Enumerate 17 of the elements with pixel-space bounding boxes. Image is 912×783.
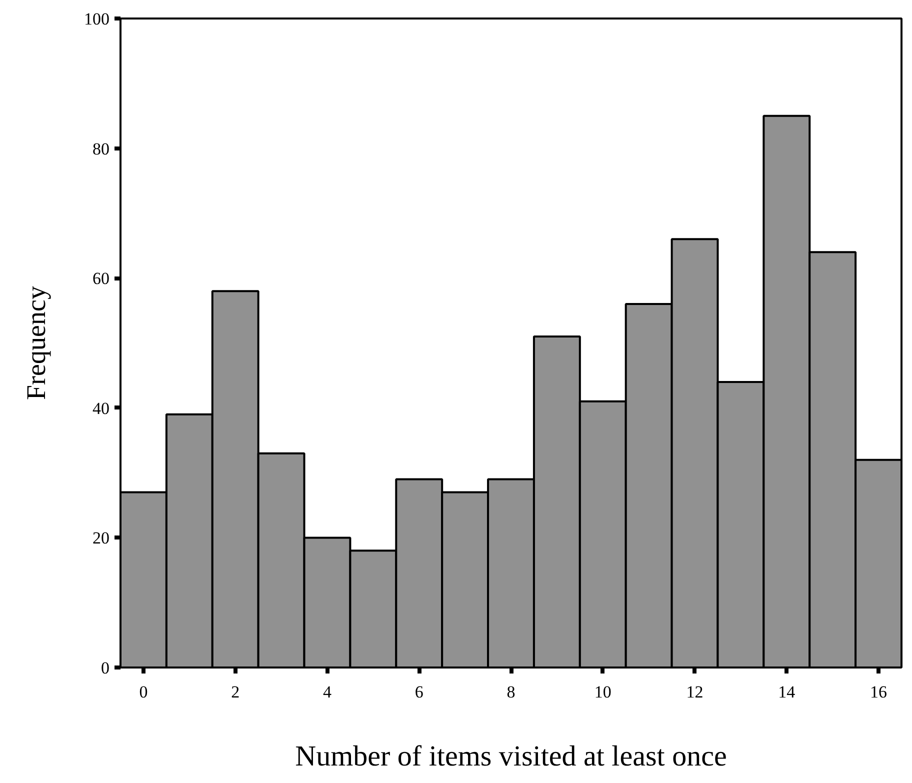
y-axis-title: Frequency [21,286,51,400]
y-tick-label: 80 [92,139,110,158]
x-tick-label: 14 [778,682,796,702]
x-tick-label: 12 [686,682,704,702]
x-tick-label: 10 [594,682,612,702]
y-tick-label: 100 [84,10,110,28]
y-tick-label: 40 [92,398,110,418]
x-axis-title: Number of items visited at least once [295,740,727,772]
y-tick-label: 60 [92,269,110,288]
x-tick-label: 6 [414,682,424,702]
y-tick-label: 0 [101,658,110,678]
x-tick-label: 0 [139,682,148,702]
x-tick-label: 8 [506,682,516,702]
x-tick-label: 16 [870,682,888,702]
y-tick-label: 20 [92,528,110,548]
x-tick-label: 2 [231,682,240,702]
x-tick-label: 4 [322,682,332,702]
